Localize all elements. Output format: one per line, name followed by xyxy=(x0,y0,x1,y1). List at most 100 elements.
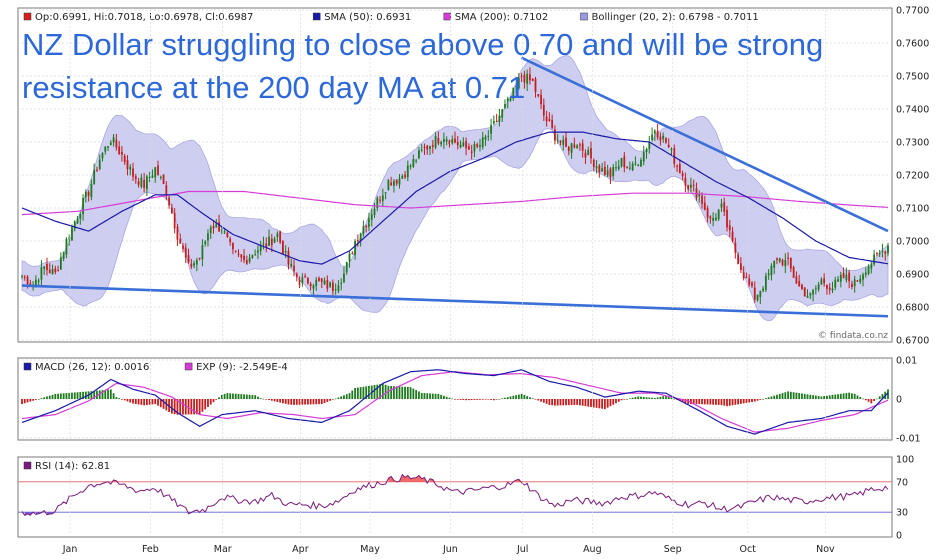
candle-body xyxy=(698,194,701,197)
candle-body xyxy=(121,151,123,155)
candle-body xyxy=(587,149,590,156)
macd-histogram-bar xyxy=(620,399,623,401)
candle-body xyxy=(753,287,756,300)
macd-histogram-bar xyxy=(579,399,581,406)
candle-body xyxy=(592,160,595,168)
macd-histogram-bar xyxy=(218,397,220,399)
candle-body xyxy=(90,183,93,198)
candle-body xyxy=(401,175,404,179)
month-label: Aug xyxy=(583,544,602,555)
macd-histogram-bar xyxy=(259,398,262,399)
candle-body xyxy=(853,279,856,287)
candle-body xyxy=(123,155,126,163)
rsi-y-tick-label: 70 xyxy=(896,477,908,488)
macd-histogram-bar xyxy=(554,399,556,406)
candle-body xyxy=(257,250,259,253)
macd-histogram-bar xyxy=(146,399,148,406)
candle-body xyxy=(451,139,454,144)
candle-body xyxy=(232,242,234,250)
candle-body xyxy=(409,165,412,167)
macd-histogram-bar xyxy=(226,393,229,399)
candle-body xyxy=(240,254,243,258)
candle-body xyxy=(887,245,889,254)
macd-histogram-bar xyxy=(612,399,615,405)
candle-body xyxy=(526,73,529,84)
macd-histogram-bar xyxy=(565,399,567,406)
price-y-tick-label: 0.7600 xyxy=(896,39,929,50)
candle-body xyxy=(140,177,143,187)
candle-body xyxy=(218,221,220,232)
macd-histogram-bar xyxy=(276,399,279,402)
macd-histogram-bar xyxy=(526,396,529,399)
candle-body xyxy=(584,152,587,158)
candle-body xyxy=(667,144,670,148)
candle-body xyxy=(420,149,423,151)
macd-histogram-bar xyxy=(520,393,523,399)
candle-body xyxy=(337,285,340,292)
macd-histogram-bar xyxy=(326,399,329,402)
macd-histogram-bar xyxy=(873,399,876,401)
macd-histogram-bar xyxy=(404,386,406,399)
macd-histogram-bar xyxy=(523,395,526,399)
candle-body xyxy=(107,146,109,148)
macd-histogram-bar xyxy=(798,393,801,399)
candle-body xyxy=(204,241,207,245)
macd-histogram-bar xyxy=(390,385,393,399)
macd-histogram-bar xyxy=(90,391,93,399)
macd-histogram-bar xyxy=(651,397,653,399)
macd-histogram-bar xyxy=(373,385,376,399)
macd-histogram-bar xyxy=(118,398,121,399)
macd-histogram-bar xyxy=(65,393,68,399)
macd-histogram-bar xyxy=(517,394,520,399)
price-legend-swatch xyxy=(443,12,452,21)
candle-body xyxy=(54,268,57,273)
macd-histogram-bar xyxy=(509,396,512,399)
candle-body xyxy=(626,166,628,168)
candle-body xyxy=(712,217,715,221)
macd-histogram-bar xyxy=(820,396,823,399)
macd-histogram-bar xyxy=(751,399,753,402)
candle-body xyxy=(198,257,201,259)
macd-histogram-bar xyxy=(773,395,776,399)
macd-histogram-bar xyxy=(881,394,884,399)
candle-body xyxy=(73,221,76,229)
candle-body xyxy=(273,238,276,243)
macd-histogram-bar xyxy=(615,399,617,404)
month-label: Feb xyxy=(142,544,159,555)
macd-histogram-bar xyxy=(287,399,290,405)
macd-legend-swatch xyxy=(23,362,32,371)
macd-histogram xyxy=(21,383,889,415)
candle-body xyxy=(82,197,84,215)
candle-body xyxy=(770,265,773,276)
candle-body xyxy=(634,163,637,165)
candle-body xyxy=(873,254,876,265)
candle-body xyxy=(701,195,703,204)
macd-histogram-bar xyxy=(345,394,348,399)
macd-histogram-bar xyxy=(337,397,340,399)
candle-body xyxy=(645,149,648,153)
macd-histogram-bar xyxy=(237,393,240,399)
macd-histogram-bar xyxy=(368,385,370,399)
candle-body xyxy=(764,275,767,290)
candle-body xyxy=(448,140,451,145)
candle-body xyxy=(642,152,645,162)
macd-histogram-bar xyxy=(673,398,676,400)
candle-body xyxy=(512,87,515,99)
price-legend-entry: SMA (200): 0.7102 xyxy=(455,12,548,23)
candle-body xyxy=(23,276,26,278)
candle-body xyxy=(301,277,304,283)
macd-histogram-bar xyxy=(581,399,584,406)
candle-body xyxy=(343,273,345,282)
macd-histogram-bar xyxy=(623,399,626,400)
candle-body xyxy=(570,143,573,153)
candle-body xyxy=(229,238,232,243)
candle-body xyxy=(803,287,806,297)
macd-histogram-bar xyxy=(759,399,762,400)
macd-histogram-bar xyxy=(309,399,312,405)
macd-histogram-bar xyxy=(842,393,845,399)
candle-body xyxy=(870,264,873,269)
macd-histogram-bar xyxy=(534,399,537,400)
candle-body xyxy=(687,185,690,190)
macd-histogram-bar xyxy=(465,399,468,401)
candle-body xyxy=(157,165,159,176)
